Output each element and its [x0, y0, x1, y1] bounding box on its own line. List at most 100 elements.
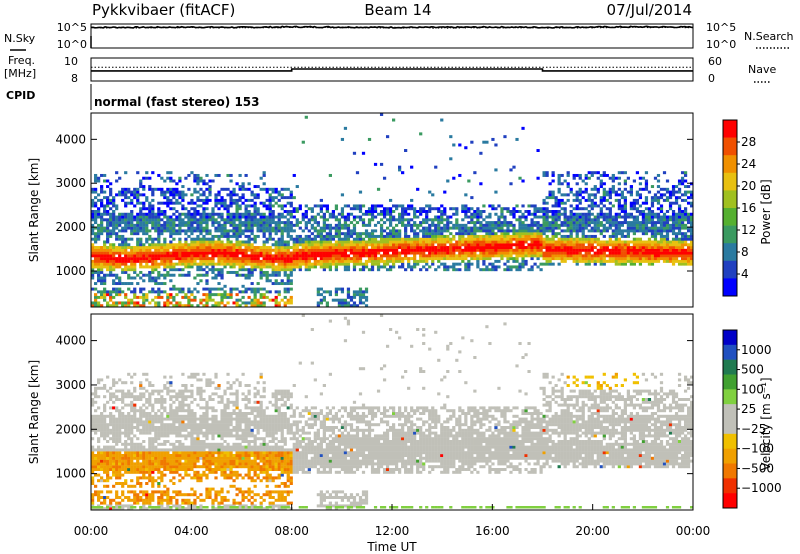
power-cell	[316, 212, 320, 216]
power-cell	[295, 207, 299, 211]
power-cell	[437, 234, 441, 238]
power-cell	[638, 226, 643, 230]
power-cell	[97, 295, 101, 299]
power-cell	[686, 212, 691, 216]
power-cell	[169, 293, 173, 297]
velocity-cell	[106, 490, 110, 494]
power-cell	[211, 265, 215, 269]
power-cell	[304, 221, 308, 225]
power-cell	[551, 190, 555, 194]
power-cell	[358, 259, 363, 263]
power-cell	[611, 257, 615, 261]
power-cell	[488, 212, 492, 216]
power-cell	[524, 218, 528, 222]
power-cell	[343, 226, 348, 230]
power-cell	[184, 193, 188, 197]
power-cell	[169, 232, 173, 236]
power-cell	[677, 254, 682, 258]
power-cell	[533, 262, 537, 266]
power-cell	[488, 237, 492, 241]
power-cell	[488, 223, 492, 227]
power-cell	[280, 187, 284, 191]
power-cell	[385, 257, 390, 261]
power-cell	[364, 295, 369, 299]
power-cell	[220, 268, 224, 272]
power-cell	[671, 226, 676, 230]
power-cell	[398, 165, 402, 169]
power-cell	[434, 254, 438, 258]
power-cell	[635, 259, 640, 263]
power-cell	[422, 246, 426, 249]
power-cell	[557, 243, 561, 247]
power-cell	[262, 262, 266, 266]
power-cell	[509, 229, 513, 233]
power-cell	[497, 221, 501, 225]
power-cell	[124, 237, 128, 241]
power-cell	[142, 295, 146, 299]
power-cell	[223, 265, 227, 269]
power-cell	[136, 254, 140, 258]
power-cell	[169, 259, 173, 263]
power-cell	[584, 223, 588, 227]
velocity-cell	[91, 479, 95, 483]
power-cell	[175, 229, 179, 233]
power-cell	[398, 259, 402, 263]
power-cell	[229, 243, 233, 247]
power-cell	[247, 240, 251, 244]
power-cell	[160, 187, 164, 191]
power-cell	[319, 298, 323, 302]
power-cell	[109, 290, 113, 294]
power-cell	[181, 251, 185, 255]
power-cell	[130, 298, 134, 302]
power-cell	[479, 237, 483, 241]
power-cell	[214, 204, 218, 208]
power-cell	[587, 259, 591, 263]
power-cell	[169, 273, 173, 277]
power-cell	[178, 226, 182, 230]
velocity-cell	[118, 473, 122, 477]
power-cell	[238, 259, 242, 263]
power-cell	[605, 215, 609, 219]
velocity-cell	[115, 496, 119, 499]
power-cell	[358, 254, 363, 258]
power-cell	[467, 262, 471, 266]
power-cell	[334, 287, 339, 291]
power-cell	[178, 243, 182, 247]
power-cell	[175, 287, 179, 291]
power-cell	[283, 270, 287, 274]
power-cell	[440, 254, 444, 258]
nave-right-tick-bottom: 0	[708, 72, 715, 85]
power-cell	[449, 248, 453, 252]
power-cell	[352, 237, 357, 241]
power-cell	[148, 290, 152, 294]
power-cell	[656, 196, 661, 200]
power-cell	[599, 198, 603, 202]
power-cell	[533, 232, 537, 236]
power-cell	[304, 262, 308, 266]
power-cell	[632, 243, 637, 247]
power-cell	[163, 212, 167, 216]
power-cell	[187, 221, 191, 225]
power-cell	[521, 223, 525, 227]
power-cell	[112, 221, 116, 225]
power-cell	[229, 251, 233, 255]
velocity-cell	[91, 454, 95, 457]
power-cell	[136, 201, 140, 205]
power-cell	[232, 259, 236, 263]
power-cell	[316, 293, 320, 297]
power-cell	[581, 234, 585, 238]
power-cell	[623, 259, 627, 263]
power-cell	[578, 243, 582, 247]
power-cell	[214, 193, 218, 197]
power-cell	[208, 243, 212, 247]
power-cell	[109, 248, 113, 252]
power-cell	[229, 293, 233, 297]
power-cell	[494, 212, 498, 216]
power-cell	[395, 240, 399, 244]
power-cell	[199, 254, 203, 258]
power-cell	[401, 240, 405, 244]
power-cell	[103, 240, 107, 244]
power-cell	[464, 226, 468, 230]
power-cell	[241, 215, 245, 219]
power-cell	[172, 187, 176, 191]
